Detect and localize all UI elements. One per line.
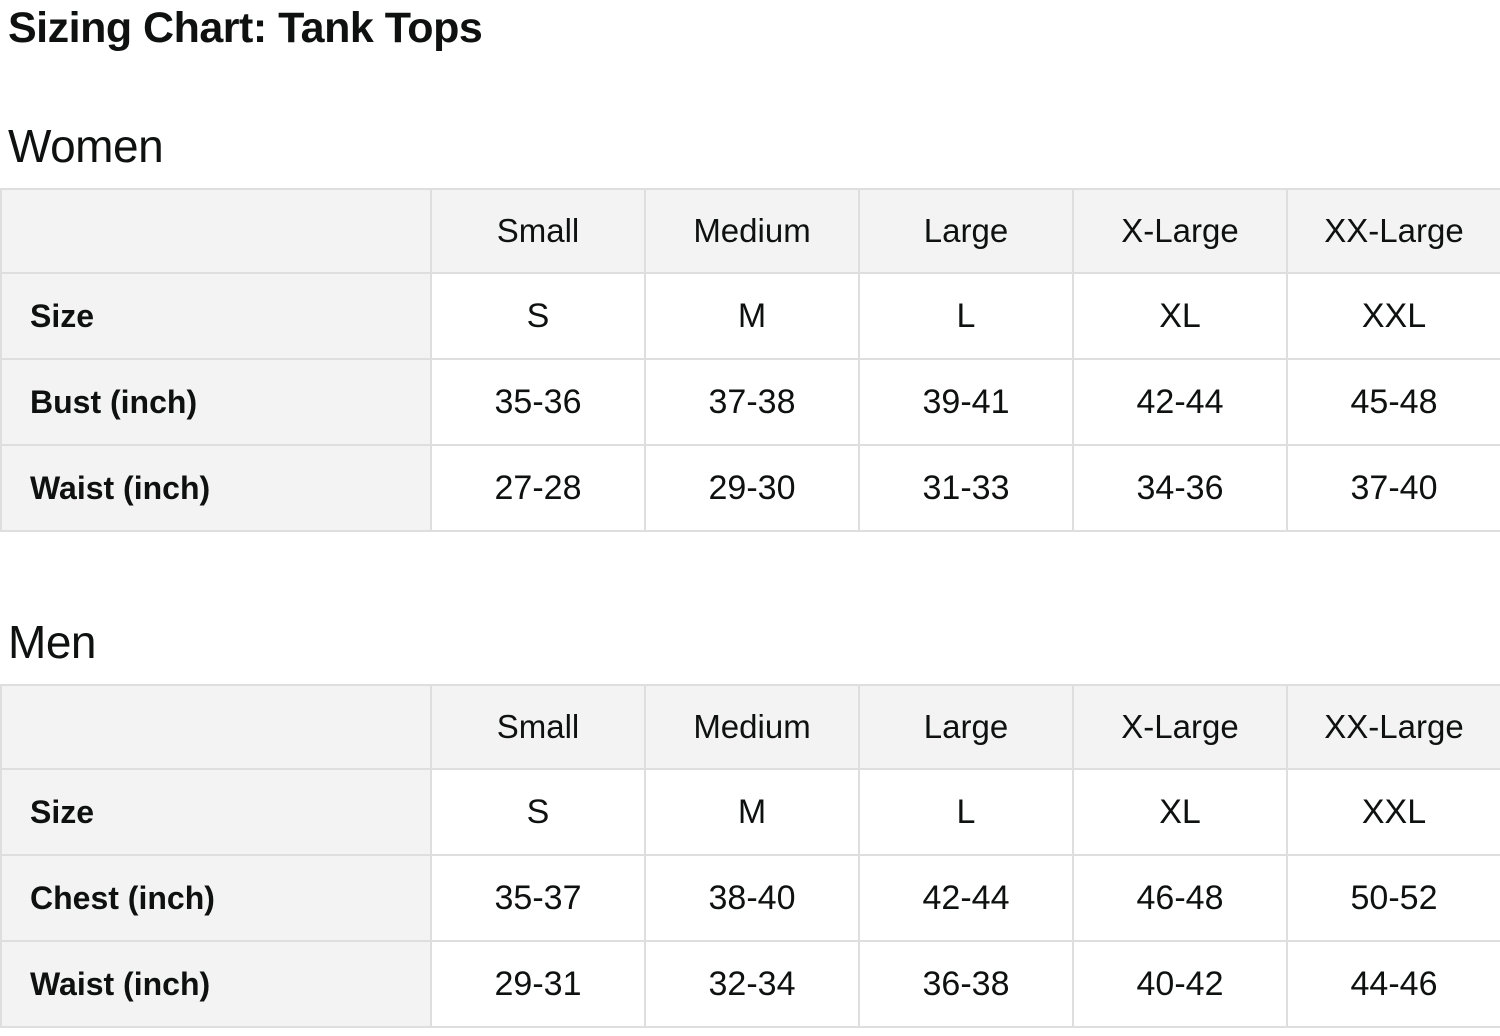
data-cell: 29-31 [430, 940, 646, 1028]
section-heading-women: Women [8, 120, 164, 172]
table-row-waist: Waist (inch) 29-31 32-34 36-38 40-42 44-… [0, 940, 1500, 1028]
data-cell: S [430, 768, 646, 856]
data-cell: 50-52 [1286, 854, 1500, 942]
data-cell: S [430, 272, 646, 360]
table-row-waist: Waist (inch) 27-28 29-30 31-33 34-36 37-… [0, 444, 1500, 532]
data-cell: L [858, 272, 1074, 360]
column-header-small: Small [430, 188, 646, 274]
data-cell: 32-34 [644, 940, 860, 1028]
corner-cell [0, 188, 432, 274]
row-label: Size [0, 768, 432, 856]
data-cell: 29-30 [644, 444, 860, 532]
data-cell: 31-33 [858, 444, 1074, 532]
sizing-table-men: Small Medium Large X-Large XX-Large Size… [0, 684, 1500, 1028]
column-header-xx-large: XX-Large [1286, 684, 1500, 770]
column-header-large: Large [858, 188, 1074, 274]
table-header-row: Small Medium Large X-Large XX-Large [0, 684, 1500, 770]
column-header-xx-large: XX-Large [1286, 188, 1500, 274]
column-header-x-large: X-Large [1072, 188, 1288, 274]
data-cell: M [644, 768, 860, 856]
row-label: Chest (inch) [0, 854, 432, 942]
data-cell: XXL [1286, 272, 1500, 360]
table-row-chest: Chest (inch) 35-37 38-40 42-44 46-48 50-… [0, 854, 1500, 942]
data-cell: 46-48 [1072, 854, 1288, 942]
row-label: Bust (inch) [0, 358, 432, 446]
data-cell: 42-44 [1072, 358, 1288, 446]
data-cell: 37-38 [644, 358, 860, 446]
column-header-small: Small [430, 684, 646, 770]
data-cell: 39-41 [858, 358, 1074, 446]
data-cell: 35-37 [430, 854, 646, 942]
table-header-row: Small Medium Large X-Large XX-Large [0, 188, 1500, 274]
table-row-size: Size S M L XL XXL [0, 768, 1500, 856]
data-cell: 27-28 [430, 444, 646, 532]
data-cell: L [858, 768, 1074, 856]
row-label: Waist (inch) [0, 444, 432, 532]
data-cell: 38-40 [644, 854, 860, 942]
data-cell: M [644, 272, 860, 360]
data-cell: 34-36 [1072, 444, 1288, 532]
page-title: Sizing Chart: Tank Tops [8, 4, 483, 52]
data-cell: XXL [1286, 768, 1500, 856]
data-cell: 42-44 [858, 854, 1074, 942]
row-label: Size [0, 272, 432, 360]
sizing-table-women: Small Medium Large X-Large XX-Large Size… [0, 188, 1500, 532]
table-row-bust: Bust (inch) 35-36 37-38 39-41 42-44 45-4… [0, 358, 1500, 446]
section-women: Women Small Medium Large X-Large XX-Larg… [0, 118, 1500, 532]
data-cell: 36-38 [858, 940, 1074, 1028]
data-cell: 37-40 [1286, 444, 1500, 532]
data-cell: 45-48 [1286, 358, 1500, 446]
data-cell: 44-46 [1286, 940, 1500, 1028]
column-header-medium: Medium [644, 188, 860, 274]
corner-cell [0, 684, 432, 770]
row-label: Waist (inch) [0, 940, 432, 1028]
column-header-large: Large [858, 684, 1074, 770]
data-cell: XL [1072, 768, 1288, 856]
data-cell: 40-42 [1072, 940, 1288, 1028]
section-men: Men Small Medium Large X-Large XX-Large … [0, 614, 1500, 1028]
section-heading-men: Men [8, 616, 96, 668]
data-cell: XL [1072, 272, 1288, 360]
table-row-size: Size S M L XL XXL [0, 272, 1500, 360]
data-cell: 35-36 [430, 358, 646, 446]
column-header-x-large: X-Large [1072, 684, 1288, 770]
column-header-medium: Medium [644, 684, 860, 770]
